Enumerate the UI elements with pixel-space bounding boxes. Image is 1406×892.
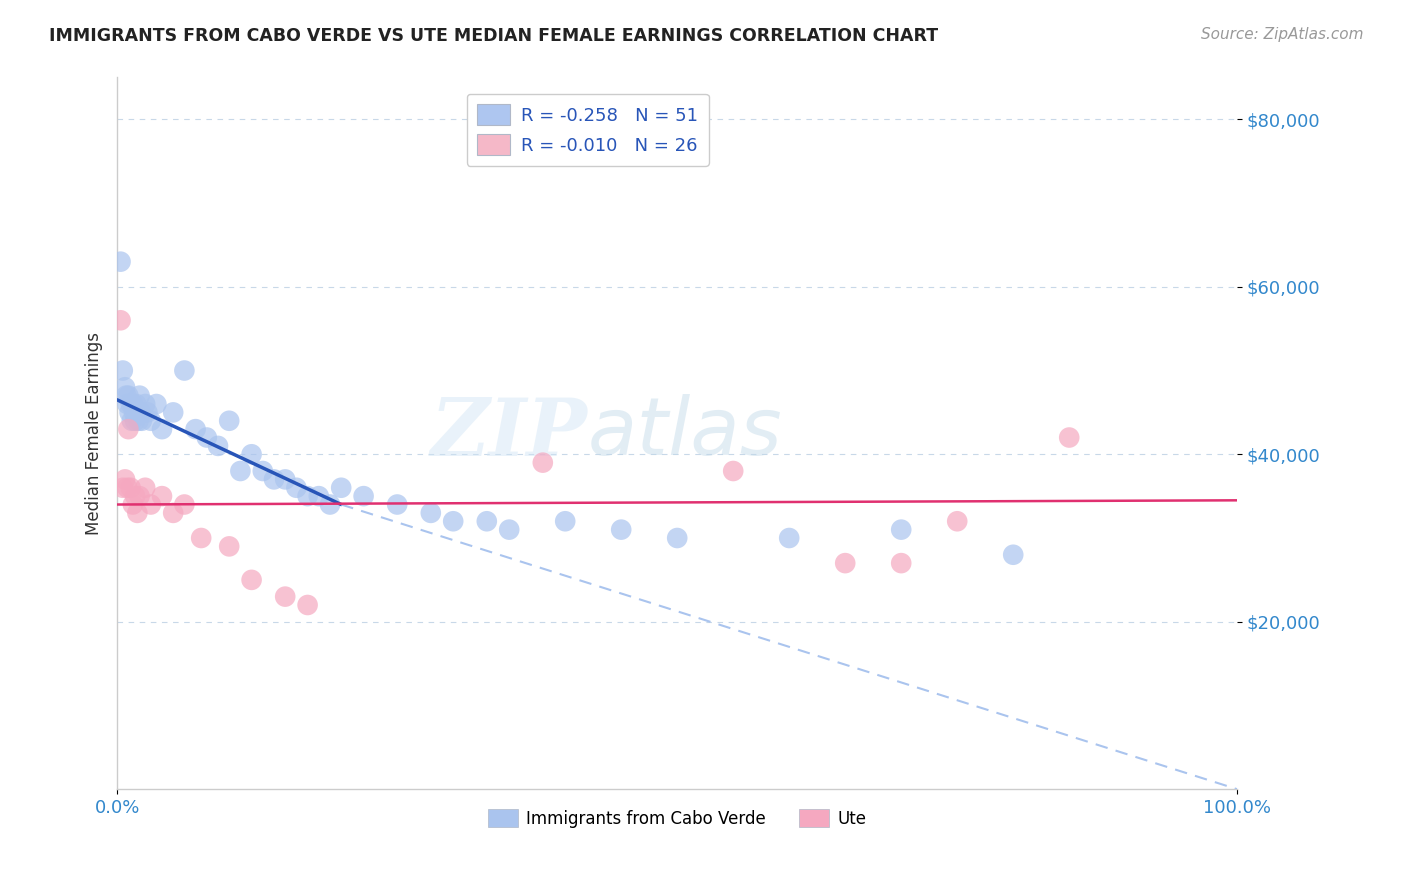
Point bbox=[145, 397, 167, 411]
Point bbox=[173, 363, 195, 377]
Point bbox=[834, 556, 856, 570]
Point bbox=[319, 498, 342, 512]
Point bbox=[721, 464, 744, 478]
Point bbox=[778, 531, 800, 545]
Point bbox=[115, 389, 138, 403]
Point bbox=[114, 380, 136, 394]
Point bbox=[117, 397, 139, 411]
Point bbox=[946, 514, 969, 528]
Point bbox=[110, 254, 132, 268]
Point bbox=[124, 489, 146, 503]
Point bbox=[117, 481, 139, 495]
Point bbox=[263, 472, 285, 486]
Point bbox=[122, 498, 145, 512]
Point bbox=[118, 405, 141, 419]
Point bbox=[122, 397, 145, 411]
Point bbox=[117, 422, 139, 436]
Point bbox=[162, 506, 184, 520]
Point bbox=[240, 447, 263, 461]
Point bbox=[136, 405, 159, 419]
Point bbox=[184, 422, 207, 436]
Point bbox=[111, 363, 134, 377]
Point bbox=[274, 590, 297, 604]
Point bbox=[195, 430, 218, 444]
Point bbox=[890, 523, 912, 537]
Legend: Immigrants from Cabo Verde, Ute: Immigrants from Cabo Verde, Ute bbox=[481, 803, 873, 834]
Point bbox=[1002, 548, 1025, 562]
Point bbox=[475, 514, 498, 528]
Point bbox=[121, 414, 143, 428]
Point bbox=[610, 523, 633, 537]
Point bbox=[498, 523, 520, 537]
Point bbox=[173, 498, 195, 512]
Point bbox=[285, 481, 308, 495]
Point bbox=[387, 498, 409, 512]
Point bbox=[111, 481, 134, 495]
Point bbox=[150, 422, 173, 436]
Point bbox=[120, 481, 142, 495]
Point bbox=[117, 389, 139, 403]
Point bbox=[890, 556, 912, 570]
Point bbox=[134, 481, 156, 495]
Point bbox=[441, 514, 464, 528]
Point bbox=[419, 506, 441, 520]
Point bbox=[129, 405, 152, 419]
Point bbox=[127, 414, 149, 428]
Point bbox=[139, 414, 162, 428]
Point bbox=[308, 489, 330, 503]
Point bbox=[127, 405, 149, 419]
Point bbox=[554, 514, 576, 528]
Point bbox=[124, 414, 146, 428]
Point bbox=[297, 489, 319, 503]
Point bbox=[150, 489, 173, 503]
Point bbox=[110, 313, 132, 327]
Point bbox=[122, 405, 145, 419]
Point bbox=[127, 506, 149, 520]
Point bbox=[229, 464, 252, 478]
Point bbox=[297, 598, 319, 612]
Point bbox=[274, 472, 297, 486]
Point bbox=[330, 481, 353, 495]
Point bbox=[114, 472, 136, 486]
Point bbox=[190, 531, 212, 545]
Text: ZIP: ZIP bbox=[430, 394, 588, 472]
Point bbox=[531, 456, 554, 470]
Point bbox=[120, 397, 142, 411]
Point bbox=[218, 414, 240, 428]
Point bbox=[128, 489, 150, 503]
Text: atlas: atlas bbox=[588, 394, 782, 473]
Point bbox=[134, 397, 156, 411]
Point bbox=[128, 389, 150, 403]
Point bbox=[218, 540, 240, 554]
Point bbox=[240, 573, 263, 587]
Point bbox=[252, 464, 274, 478]
Point bbox=[353, 489, 375, 503]
Text: Source: ZipAtlas.com: Source: ZipAtlas.com bbox=[1201, 27, 1364, 42]
Point bbox=[125, 397, 148, 411]
Y-axis label: Median Female Earnings: Median Female Earnings bbox=[86, 332, 103, 535]
Point bbox=[207, 439, 229, 453]
Point bbox=[1057, 430, 1080, 444]
Point bbox=[139, 498, 162, 512]
Point bbox=[162, 405, 184, 419]
Text: IMMIGRANTS FROM CABO VERDE VS UTE MEDIAN FEMALE EARNINGS CORRELATION CHART: IMMIGRANTS FROM CABO VERDE VS UTE MEDIAN… bbox=[49, 27, 938, 45]
Point bbox=[131, 414, 153, 428]
Point bbox=[666, 531, 689, 545]
